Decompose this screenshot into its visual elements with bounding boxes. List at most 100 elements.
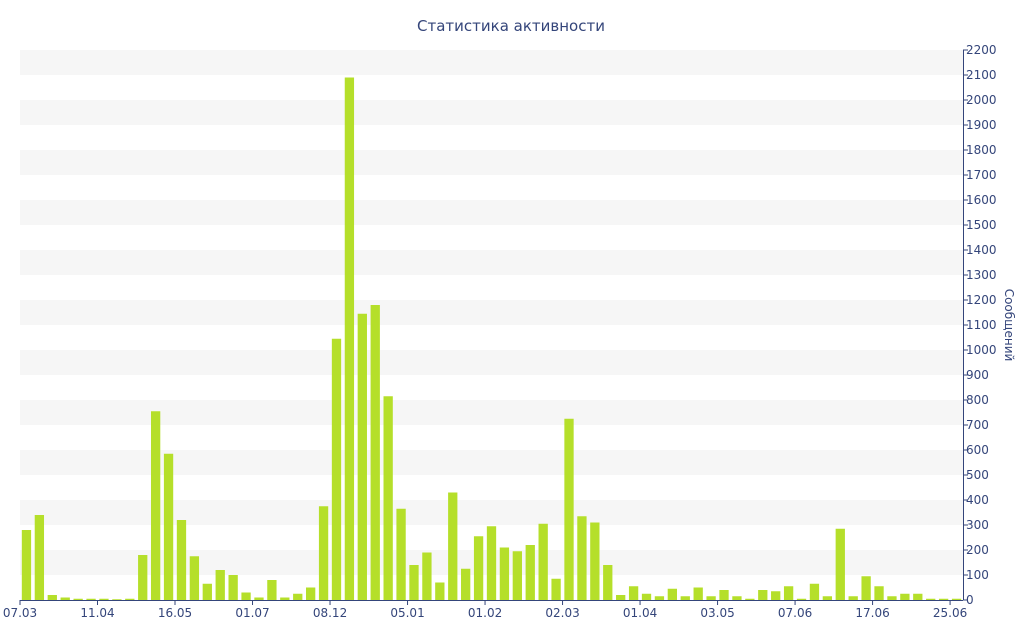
bar: [680, 596, 690, 600]
y-tick-label: 2200: [966, 43, 997, 57]
y-tick-label: 900: [966, 368, 989, 382]
y-tick-label: 800: [966, 393, 989, 407]
bar: [228, 575, 238, 600]
bar: [241, 592, 251, 600]
bar: [796, 598, 807, 600]
bar: [719, 590, 729, 600]
grid-band: [20, 150, 963, 175]
bar: [809, 583, 820, 600]
bar: [383, 396, 393, 600]
bar: [745, 598, 755, 600]
y-tick-label: 700: [966, 418, 989, 432]
grid-band: [20, 350, 963, 375]
bar: [783, 586, 794, 600]
bar: [125, 598, 135, 600]
bar: [732, 596, 742, 600]
bar: [486, 526, 497, 600]
bar: [189, 556, 200, 600]
bar: [422, 552, 432, 600]
x-tick-label: 03.05: [700, 606, 734, 620]
bar: [641, 593, 652, 600]
bar: [835, 528, 845, 600]
x-tick-label: 01.02: [468, 606, 502, 620]
bar: [654, 596, 665, 600]
bar: [21, 530, 32, 600]
x-tick-label: 07.06: [778, 606, 812, 620]
bar: [499, 547, 510, 600]
bar: [215, 570, 225, 600]
bar: [771, 591, 781, 600]
y-tick-label: 0: [966, 593, 974, 607]
y-tick-label: 1000: [966, 343, 997, 357]
y-tick-label: 1500: [966, 218, 997, 232]
bar: [344, 77, 355, 600]
bar: [590, 522, 600, 600]
bar: [461, 568, 471, 600]
x-tick-label: 07.03: [3, 606, 37, 620]
x-tick-label: 01.07: [235, 606, 269, 620]
y-tick-label: 1400: [966, 243, 997, 257]
bar: [202, 583, 212, 600]
bar: [331, 338, 342, 600]
grid-band: [20, 250, 963, 275]
bar: [357, 313, 367, 600]
bar: [938, 598, 949, 600]
y-tick-label: 2100: [966, 68, 997, 82]
grid-bands: [20, 50, 963, 575]
grid-band: [20, 50, 963, 75]
y-tick-label: 400: [966, 493, 989, 507]
grid-band: [20, 400, 963, 425]
y-tick-label: 600: [966, 443, 989, 457]
bar: [176, 520, 187, 600]
bar: [138, 555, 148, 600]
bar: [370, 305, 380, 600]
y-tick-label: 1700: [966, 168, 997, 182]
x-tick-label: 17.06: [855, 606, 889, 620]
bar: [512, 551, 522, 600]
x-tick-label: 05.01: [390, 606, 424, 620]
bar: [435, 582, 445, 600]
bar: [628, 586, 639, 600]
bar: [47, 595, 57, 600]
grid-band: [20, 200, 963, 225]
bar: [150, 411, 161, 600]
bar: [86, 598, 96, 600]
x-tick-label: 11.04: [80, 606, 114, 620]
bar: [318, 506, 329, 600]
bar: [34, 515, 45, 600]
x-tick-label: 02.03: [545, 606, 579, 620]
bar: [293, 593, 303, 600]
x-tick-label: 16.05: [158, 606, 192, 620]
bar: [564, 418, 574, 600]
y-tick-label: 500: [966, 468, 989, 482]
grid-band: [20, 450, 963, 475]
bar: [254, 597, 264, 600]
y-tick-label: 100: [966, 568, 989, 582]
chart-title: Статистика активности: [417, 17, 605, 35]
bar: [448, 492, 458, 600]
y-axis: 0 100 200 300 400 500 600 700 800 900 1000 1100 1200…: [963, 43, 997, 607]
bar: [396, 508, 406, 600]
bar: [926, 598, 936, 600]
bar: [667, 588, 677, 600]
bar: [706, 596, 716, 600]
bar: [848, 596, 858, 600]
bar: [551, 578, 561, 600]
y-tick-label: 1600: [966, 193, 997, 207]
bar: [900, 593, 910, 600]
bar: [280, 597, 290, 600]
bar: [913, 593, 923, 600]
x-tick-label: 01.04: [623, 606, 657, 620]
bar: [577, 516, 587, 600]
bar: [874, 586, 884, 600]
bar: [861, 576, 871, 600]
x-tick-label: 08.12: [313, 606, 347, 620]
bar: [306, 587, 316, 600]
y-axis-title: Сообщений: [1002, 289, 1016, 362]
y-tick-label: 1800: [966, 143, 997, 157]
y-tick-label: 2000: [966, 93, 997, 107]
bar: [822, 596, 833, 600]
bar: [267, 580, 277, 600]
y-tick-label: 1900: [966, 118, 997, 132]
bar: [538, 523, 548, 600]
